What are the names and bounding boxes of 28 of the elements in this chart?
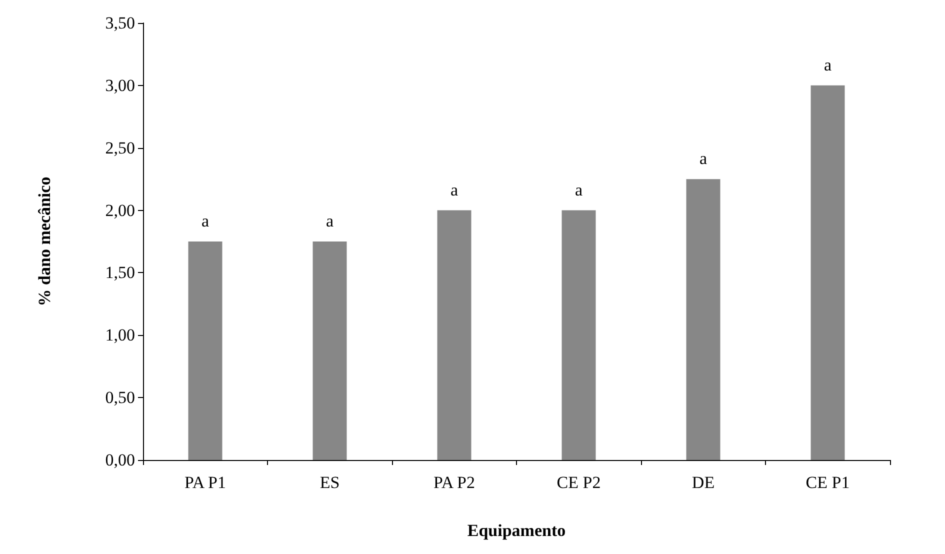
data-label: a [450, 180, 458, 200]
y-tick-label: 3,50 [105, 14, 135, 32]
bar [562, 210, 596, 460]
x-tick-label: PA P2 [434, 473, 475, 492]
bar [810, 85, 845, 460]
data-label: a [699, 149, 708, 168]
data-label: a [574, 180, 583, 200]
bar [437, 210, 472, 460]
y-tick-label: 2,50 [105, 138, 135, 158]
data-label: a [326, 212, 334, 230]
x-tick-label: CE P1 [806, 473, 850, 492]
y-axis-title: % dano mecânico [35, 176, 54, 306]
bar [686, 179, 720, 460]
x-tick-label: DE [692, 473, 715, 492]
x-tick-label: PA P1 [184, 473, 226, 492]
bar [188, 242, 222, 460]
y-tick-label: 1,00 [105, 326, 135, 345]
y-tick-label: 0,00 [105, 450, 135, 470]
y-tick-label: 0,50 [105, 388, 135, 408]
bar [312, 242, 347, 460]
data-label: a [201, 212, 210, 230]
data-label: a [824, 55, 832, 74]
y-tick-label: 2,00 [105, 200, 135, 220]
x-tick-label: CE P2 [556, 473, 601, 492]
y-tick-label: 1,50 [105, 263, 135, 282]
x-tick-label: ES [320, 473, 340, 492]
y-tick-label: 3,00 [105, 76, 135, 95]
x-axis-title: Equipamento [467, 521, 566, 540]
